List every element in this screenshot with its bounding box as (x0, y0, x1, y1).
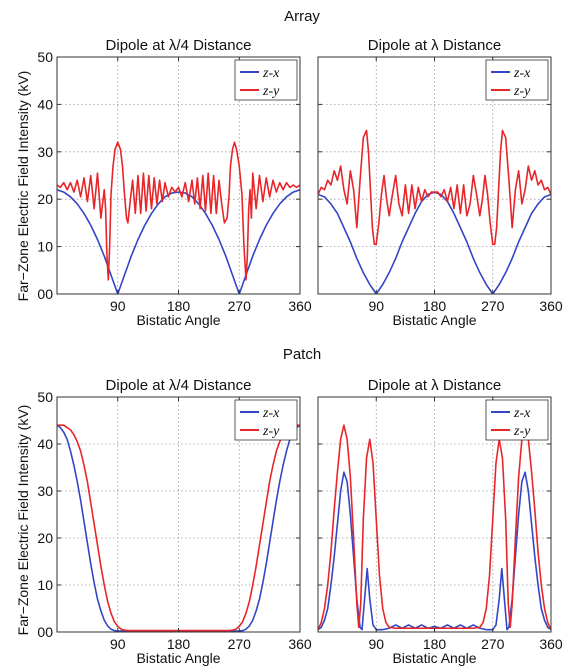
x-tick-label: 180 (167, 298, 191, 314)
x-tick-label: 270 (228, 298, 252, 314)
legend-label-z-x: z-x (513, 66, 531, 81)
x-axis-label: Bistatic Angle (392, 312, 476, 328)
panel-title: Dipole at λ/4 Distance (106, 37, 252, 54)
y-tick-label: 10 (37, 577, 53, 593)
panel-title: Dipole at λ Distance (368, 377, 501, 394)
group-title-array: Array (284, 8, 320, 25)
chart-panel: Dipole at λ/4 Distance 90 180 270 360 00 10 20 3… (37, 377, 311, 666)
x-tick-label: 270 (481, 636, 505, 652)
y-axis-label-top: Far−Zone Electric Field Intensity (kV) (15, 71, 31, 302)
legend-label-z-y: z-y (262, 424, 280, 439)
y-tick-label: 10 (37, 239, 53, 255)
y-tick-label: 20 (37, 530, 53, 546)
x-axis-label: Bistatic Angle (136, 650, 220, 666)
x-axis-label: Bistatic Angle (136, 312, 220, 328)
panel-title: Dipole at λ/4 Distance (106, 377, 252, 394)
legend-label-z-y: z-y (513, 84, 531, 99)
x-tick-label: 90 (110, 298, 126, 314)
legend-label-z-y: z-y (262, 84, 280, 99)
legend-box (485, 399, 549, 441)
x-tick-label: 180 (423, 636, 447, 652)
x-tick-label: 270 (481, 298, 505, 314)
y-tick-label: 00 (37, 624, 53, 640)
series-line-z-x (57, 188, 300, 294)
y-tick-label: 50 (37, 49, 53, 65)
legend-label-z-x: z-x (513, 406, 531, 421)
x-tick-label: 360 (539, 636, 563, 652)
legend-box (234, 59, 298, 101)
x-tick-label: 360 (288, 636, 312, 652)
x-tick-label: 90 (368, 298, 384, 314)
chart-panel: Dipole at λ Distance 90 180 270 360 Bistatic … (317, 377, 563, 666)
legend: z-x z-y (485, 399, 549, 441)
y-tick-label: 40 (37, 436, 53, 452)
y-tick-label: 30 (37, 483, 53, 499)
y-tick-label: 20 (37, 191, 53, 207)
y-tick-label: 40 (37, 96, 53, 112)
panel-title: Dipole at λ Distance (368, 37, 501, 54)
x-tick-label: 90 (110, 636, 126, 652)
x-tick-label: 270 (228, 636, 252, 652)
x-tick-label: 180 (167, 636, 191, 652)
group-title-patch: Patch (283, 346, 321, 363)
legend-label-z-x: z-x (262, 66, 280, 81)
y-tick-label: 50 (37, 389, 53, 405)
legend-label-z-x: z-x (262, 406, 280, 421)
y-axis-label-bottom: Far−Zone Electric Field Intensity (kV) (15, 405, 31, 636)
legend: z-x z-y (234, 399, 298, 441)
legend-box (485, 59, 549, 101)
legend: z-x z-y (485, 59, 549, 101)
x-tick-label: 90 (368, 636, 384, 652)
y-tick-label: 00 (37, 286, 53, 302)
legend-box (234, 399, 298, 441)
legend-label-z-y: z-y (513, 424, 531, 439)
chart-panel: Dipole at λ Distance 90 180 270 360 Bistatic … (317, 37, 563, 328)
x-axis-label: Bistatic Angle (392, 650, 476, 666)
legend: z-x z-y (234, 59, 298, 101)
x-tick-label: 360 (288, 298, 312, 314)
y-tick-label: 30 (37, 144, 53, 160)
series-line-z-y (57, 141, 300, 281)
series-line-z-y (318, 129, 551, 246)
chart-panel: Dipole at λ/4 Distance 90 180 270 360 00 10 20 3… (37, 37, 311, 328)
x-tick-label: 180 (423, 298, 447, 314)
series-line-z-x (318, 471, 551, 631)
x-tick-label: 360 (539, 298, 563, 314)
